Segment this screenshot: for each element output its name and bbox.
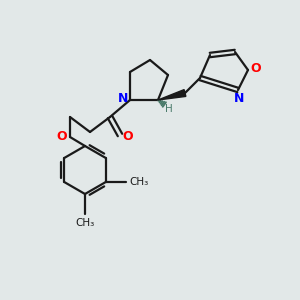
Text: H: H	[165, 104, 173, 114]
Text: N: N	[234, 92, 244, 104]
Text: N: N	[118, 92, 128, 106]
Polygon shape	[158, 90, 186, 100]
Text: O: O	[251, 62, 261, 76]
Text: CH₃: CH₃	[75, 218, 94, 228]
Text: O: O	[123, 130, 133, 142]
Text: O: O	[57, 130, 67, 142]
Text: CH₃: CH₃	[130, 177, 149, 187]
